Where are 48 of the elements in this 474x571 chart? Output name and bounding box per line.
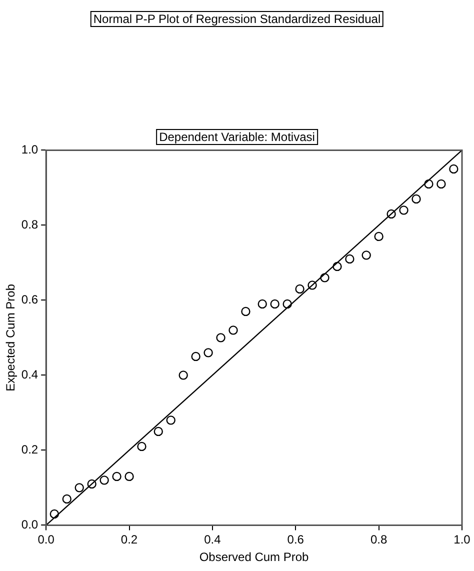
point (258, 299, 267, 309)
point (228, 326, 238, 335)
y-tick-label: 0.2 (21, 442, 38, 457)
x-tick-label: 0.8 (370, 532, 388, 547)
y-axis-title: Expected Cum Prob (4, 284, 18, 392)
point (112, 472, 122, 482)
point (62, 494, 72, 504)
x-tick-label: 1.0 (454, 532, 471, 547)
point (332, 262, 342, 272)
y-tick-label: 0.8 (21, 218, 38, 232)
point (399, 206, 408, 215)
point (436, 179, 446, 189)
point (424, 179, 434, 189)
y-tick-label: 0.4 (21, 368, 38, 382)
point (178, 370, 188, 380)
x-tick-label: 0.4 (204, 532, 222, 547)
point (241, 306, 250, 316)
point (282, 299, 292, 309)
point (191, 352, 200, 362)
point (74, 483, 84, 492)
x-axis-title: Observed Cum Prob (199, 550, 310, 564)
y-tick-label: 1.0 (21, 142, 38, 157)
point (100, 476, 109, 485)
point (362, 250, 371, 260)
point (50, 509, 59, 519)
x-tick-label: 0.6 (287, 532, 304, 547)
point (295, 284, 304, 294)
y-tick-label: 0.6 (21, 292, 38, 307)
point (449, 164, 458, 174)
point (345, 254, 354, 264)
x-tick-label: 0.2 (120, 532, 138, 547)
point (270, 299, 280, 309)
chart-subtitle: Dependent Variable: Motivasi (156, 129, 318, 145)
point (216, 333, 226, 342)
point (137, 442, 146, 452)
chart-title: Normal P-P Plot of Regression Standardized Residual (90, 11, 384, 27)
point (166, 416, 176, 425)
point (386, 209, 396, 219)
point (124, 472, 134, 482)
point (412, 194, 421, 204)
point (374, 232, 384, 242)
y-tick-label: 0.0 (21, 518, 38, 532)
x-tick-label: 0.0 (38, 532, 55, 547)
point (204, 348, 213, 358)
point (308, 280, 317, 290)
point (320, 273, 330, 282)
point (87, 479, 96, 489)
point (154, 426, 163, 436)
